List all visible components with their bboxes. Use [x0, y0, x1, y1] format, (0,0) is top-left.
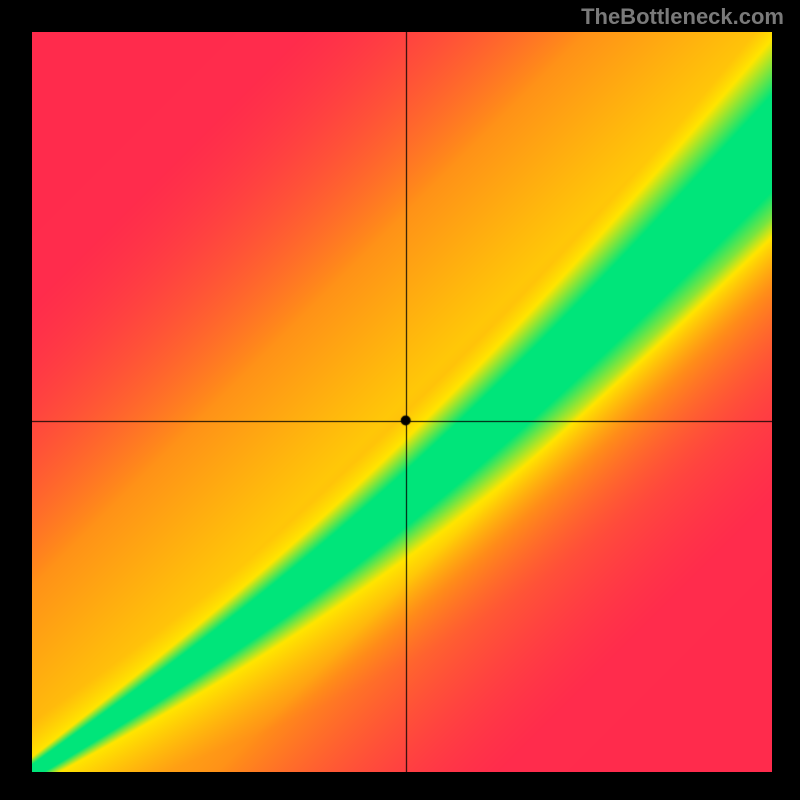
watermark-text: TheBottleneck.com — [581, 4, 784, 30]
bottleneck-heatmap — [32, 32, 772, 772]
chart-container: TheBottleneck.com — [0, 0, 800, 800]
